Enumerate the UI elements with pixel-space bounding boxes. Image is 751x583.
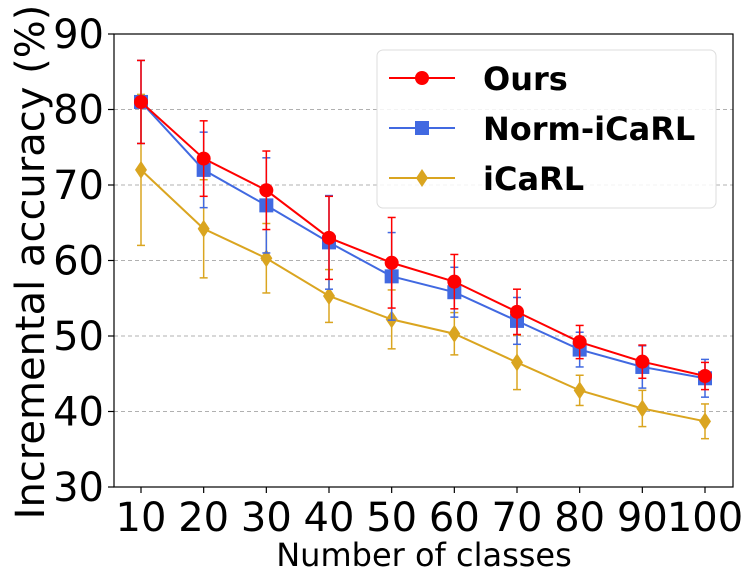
data-point bbox=[196, 151, 211, 166]
x-tick-label: 90 bbox=[617, 495, 668, 541]
x-tick-label: 60 bbox=[429, 495, 480, 541]
x-tick-label: 30 bbox=[241, 495, 292, 541]
series-group bbox=[134, 59, 712, 440]
data-point bbox=[322, 230, 336, 245]
data-point bbox=[573, 381, 586, 400]
y-tick-label: 60 bbox=[53, 239, 104, 285]
series-line bbox=[140, 101, 706, 380]
x-tick-label: 20 bbox=[178, 495, 229, 541]
data-point bbox=[384, 255, 399, 270]
x-tick-label: 70 bbox=[492, 495, 543, 541]
data-point bbox=[572, 335, 587, 350]
legend: Ours Norm-iCaRL iCaRL bbox=[376, 49, 717, 209]
legend-box bbox=[376, 49, 717, 209]
y-tick-label: 50 bbox=[53, 314, 104, 360]
y-tick-label: 40 bbox=[53, 390, 104, 436]
y-tick-label: 90 bbox=[53, 12, 104, 58]
series-ours bbox=[134, 59, 712, 391]
data-point bbox=[636, 399, 649, 418]
legend-label: Ours bbox=[483, 60, 568, 98]
legend-label: Norm-iCaRL bbox=[483, 110, 695, 148]
x-tick-label: 80 bbox=[554, 495, 605, 541]
data-point bbox=[447, 274, 462, 289]
legend-label: iCaRL bbox=[483, 160, 584, 198]
y-tick-label: 30 bbox=[53, 465, 104, 511]
data-point bbox=[135, 160, 147, 179]
y-axis-label: Incremental accuracy (%) bbox=[8, 5, 54, 520]
legend-marker bbox=[416, 169, 428, 187]
data-point bbox=[259, 183, 274, 198]
data-point bbox=[698, 369, 712, 384]
data-point bbox=[635, 354, 650, 369]
data-point bbox=[260, 249, 273, 268]
x-tick-label: 50 bbox=[366, 495, 417, 541]
data-point bbox=[323, 286, 335, 305]
x-tick-label: 100 bbox=[667, 495, 743, 541]
data-point bbox=[448, 324, 461, 343]
series-line bbox=[140, 101, 706, 377]
legend-marker bbox=[415, 121, 429, 135]
data-point bbox=[699, 412, 711, 431]
data-point bbox=[197, 219, 210, 238]
legend-marker bbox=[415, 71, 429, 85]
x-tick-label: 10 bbox=[116, 495, 167, 541]
y-tick-label: 80 bbox=[53, 88, 104, 134]
x-tick-label: 40 bbox=[304, 495, 355, 541]
data-point bbox=[134, 94, 148, 109]
x-axis-label: Number of classes bbox=[276, 536, 572, 574]
data-point bbox=[510, 304, 524, 319]
data-point bbox=[511, 353, 523, 372]
y-tick-label: 70 bbox=[53, 163, 104, 209]
series-line bbox=[140, 169, 706, 423]
